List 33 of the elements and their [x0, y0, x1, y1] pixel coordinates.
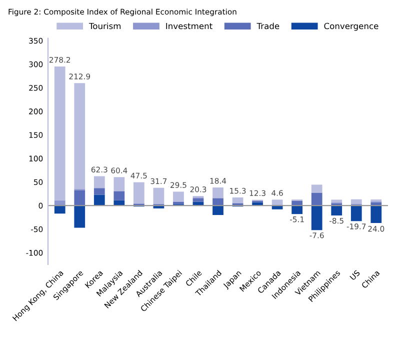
bar — [370, 206, 382, 224]
bar — [212, 206, 224, 215]
legend-label: Investment — [166, 22, 212, 30]
bar — [54, 206, 66, 214]
bar — [114, 191, 125, 200]
bar — [292, 206, 303, 214]
legend-label: Trade — [256, 22, 280, 30]
bar — [133, 182, 144, 204]
bar — [192, 198, 204, 202]
bar — [331, 200, 342, 202]
bar — [74, 190, 86, 206]
bar — [94, 188, 105, 195]
bar — [311, 206, 322, 230]
bar — [272, 200, 283, 205]
legend-label: Convergence — [324, 22, 378, 31]
bar — [114, 177, 125, 191]
bar — [74, 83, 86, 190]
bar — [212, 198, 224, 206]
bar — [173, 192, 184, 202]
bar — [94, 176, 105, 188]
bar — [311, 184, 322, 192]
bar — [311, 192, 322, 206]
bar — [212, 187, 224, 198]
bar — [74, 206, 86, 228]
bar — [350, 199, 362, 204]
bar — [54, 200, 66, 205]
bar — [232, 197, 244, 203]
legend-label: Tourism — [88, 22, 121, 30]
bar — [94, 194, 105, 206]
bar — [153, 188, 164, 204]
bar — [54, 66, 66, 200]
bar — [331, 206, 342, 216]
bar — [350, 206, 362, 222]
